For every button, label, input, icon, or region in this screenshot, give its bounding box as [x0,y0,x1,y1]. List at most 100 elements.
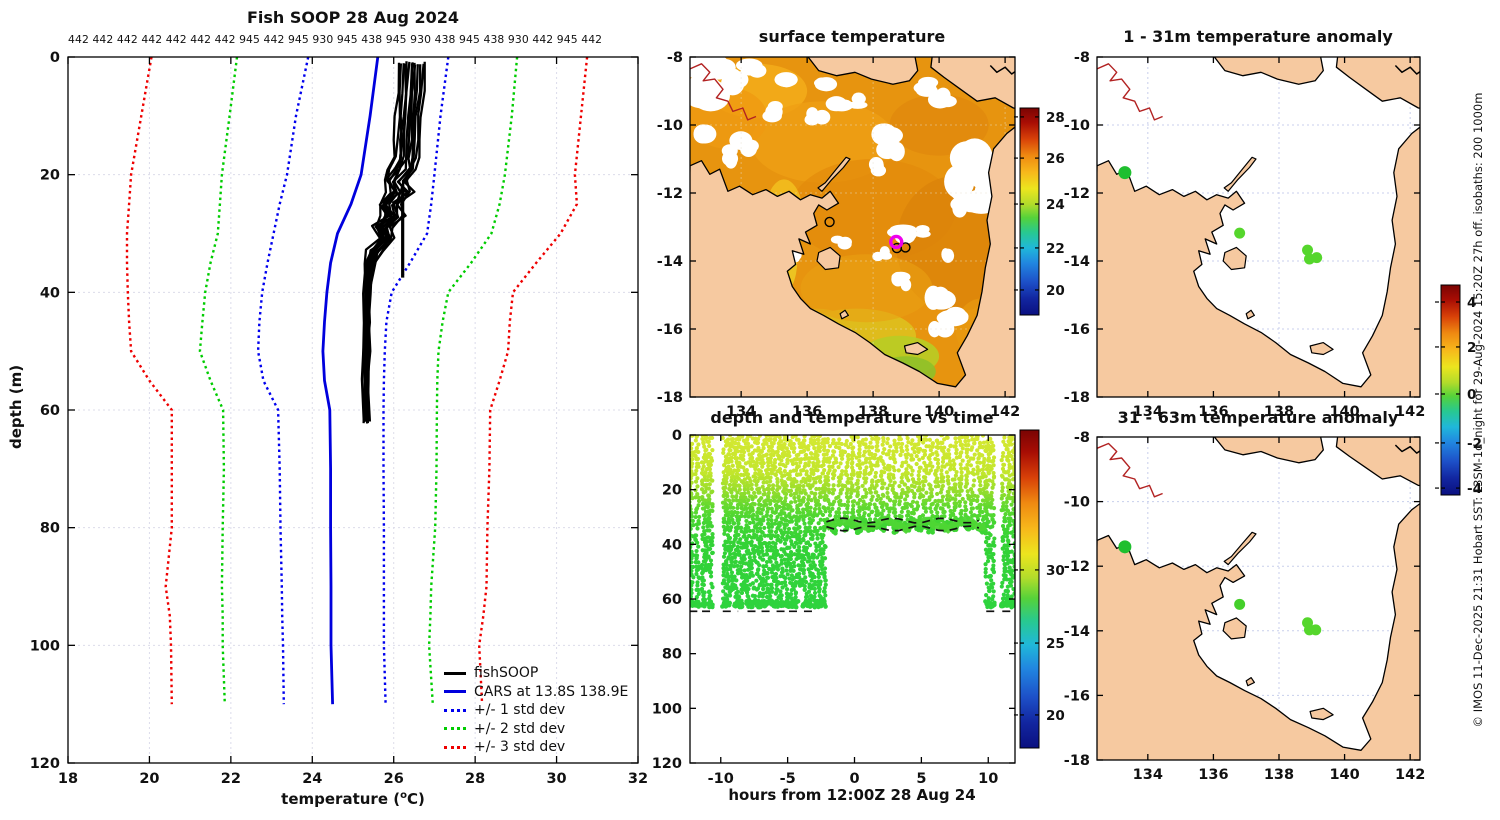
measurement-dot [920,455,925,460]
measurement-dot [796,494,801,499]
measurement-dot [702,444,707,449]
tick-label: 60 [40,403,60,419]
measurement-dot [768,452,774,457]
measurement-dot [797,545,802,550]
measurement-dot [958,442,963,448]
measurement-dot [792,495,797,500]
measurement-dot [986,596,991,601]
measurement-dot [975,494,980,499]
measurement-dot [822,468,827,473]
measurement-dot [820,559,825,564]
measurement-dot [728,551,733,557]
measurement-dot [856,501,861,506]
anomaly-top-panel: 134 136 138 140 142-8-10-12-14-16-18 [1064,50,1426,420]
tick-label: 0 [672,428,682,444]
measurement-dot [735,571,741,576]
measurement-dot [990,497,995,502]
measurement-dot [775,449,780,454]
measurement-dot [736,594,741,599]
profile-xlabel-pre: temperature ( [281,790,401,808]
measurement-dot [1005,599,1011,605]
measurement-dot [930,444,935,449]
measurement-dot [963,466,968,471]
measurement-dot [801,517,806,522]
measurement-dot [908,502,913,507]
measurement-dot [782,450,787,455]
measurement-dot [983,506,989,511]
measurement-dot [1000,488,1005,494]
measurement-dot [765,506,771,511]
measurement-dot [754,460,759,465]
tick-label: 28 [1046,110,1065,126]
measurement-dot [856,530,861,535]
tick-label: 136 [1198,767,1228,783]
measurement-dot [928,486,933,491]
measurement-dot [849,510,855,515]
measurement-dot [923,509,928,514]
isobath-contour [1097,442,1163,498]
measurement-dot [950,511,956,517]
measurement-dot [952,505,957,510]
measurement-dot [766,517,771,522]
measurement-dot [1004,507,1009,513]
measurement-dot [966,438,971,443]
measurement-dot [933,472,938,477]
cloud-gap [815,77,838,92]
measurement-dot [846,445,851,450]
measurement-dot [885,490,890,496]
measurement-dot [818,526,823,531]
measurement-dot [820,562,825,568]
measurement-dot [759,511,764,516]
measurement-dot [1001,538,1006,543]
measurement-dot [754,525,759,530]
legend-line-sample [444,708,466,712]
measurement-dot [1015,457,1019,461]
measurement-dot [757,506,762,512]
measurement-dot [815,498,821,504]
measurement-dot [801,537,806,543]
measurement-dot [870,436,875,441]
measurement-dot [875,460,880,465]
measurement-dot [806,447,811,452]
tick-label: 0 [50,50,60,66]
measurement-dot [899,445,904,450]
measurement-dot [845,479,850,485]
measurement-dot [946,481,951,486]
tick-label: -10 [1064,118,1090,134]
measurement-dot [882,470,887,475]
measurement-dot [822,528,827,533]
measurement-dot [870,445,875,450]
measurement-dot [885,495,890,500]
measurement-dot [927,444,932,449]
measurement-dot [980,467,986,472]
measurement-dot [741,480,746,485]
measurement-dot [809,497,814,503]
measurement-dot [855,493,860,499]
measurement-dot [796,563,801,568]
measurement-dot [813,491,818,496]
measurement-dot [757,526,763,531]
measurement-dot [820,486,825,491]
measurement-dot [970,506,975,511]
tick-label: 100 [652,701,682,717]
measurement-dot [691,575,696,580]
measurement-dot [948,508,953,514]
measurement-dot [690,480,694,485]
measurement-dot [727,535,733,541]
measurement-dot [801,563,806,568]
measurement-dot [988,532,993,538]
measurement-dot [704,482,709,487]
measurement-dot [820,471,825,476]
measurement-dot [801,507,806,512]
measurement-dot [693,514,698,520]
measurement-dot [770,486,776,491]
measurement-dot [893,510,898,515]
measurement-dot [837,445,842,450]
measurement-dot [849,461,855,466]
measurement-dot [766,487,771,492]
cloud-gap [871,158,884,174]
measurement-dot [969,447,974,452]
measurement-dot [970,437,975,442]
